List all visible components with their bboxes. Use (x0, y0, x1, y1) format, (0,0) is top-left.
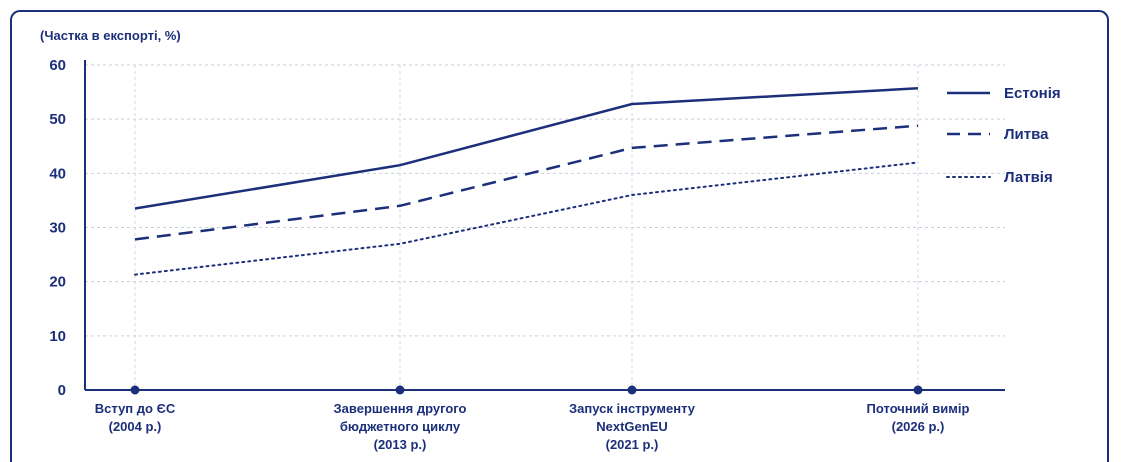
x-category-labels: Вступ до ЄС (2004 р.) Завершення другого бю… (95, 401, 970, 452)
x-axis-marker (395, 385, 405, 395)
legend-label: Латвія (1004, 169, 1053, 186)
x-category-label: (2021 р.) (606, 437, 659, 452)
y-tick-label: 30 (49, 220, 66, 237)
y-tick-label: 60 (49, 57, 66, 74)
x-axis-marker (913, 385, 923, 395)
x-axis-marker (627, 385, 637, 395)
x-category-label: Вступ до ЄС (95, 401, 176, 416)
gridlines (85, 64, 1005, 390)
x-category-label: (2013 р.) (374, 437, 427, 452)
x-category-label: (2004 р.) (109, 419, 162, 434)
series-lines (134, 87, 919, 276)
chart-frame (10, 10, 1109, 462)
axes (84, 60, 1005, 395)
x-category-label: Запуск інструменту (569, 401, 696, 416)
x-category-label: Завершення другого (334, 401, 467, 416)
series-line-3 (134, 161, 919, 276)
x-category-label: бюджетного циклу (340, 419, 461, 434)
legend-label: Естонія (1004, 85, 1061, 102)
y-tick-label: 50 (49, 111, 66, 128)
y-tick-label: 40 (49, 165, 66, 182)
y-tick-label: 20 (49, 274, 66, 291)
y-tick-label: 10 (49, 328, 66, 345)
y-axis-label: (Частка в експорті, %) (40, 28, 181, 43)
x-category-label: Поточний вимір (867, 401, 970, 416)
legend: Естонія Литва Латвія (946, 85, 1061, 186)
y-tick-label: 0 (58, 382, 66, 399)
x-category-label: NextGenEU (596, 419, 668, 434)
x-axis-marker (130, 385, 140, 395)
series-line-1 (134, 87, 919, 210)
series-line-2 (134, 124, 919, 241)
y-tick-labels: 0 10 20 30 40 50 60 (49, 57, 66, 399)
legend-label: Литва (1004, 126, 1049, 143)
x-category-label: (2026 р.) (892, 419, 945, 434)
